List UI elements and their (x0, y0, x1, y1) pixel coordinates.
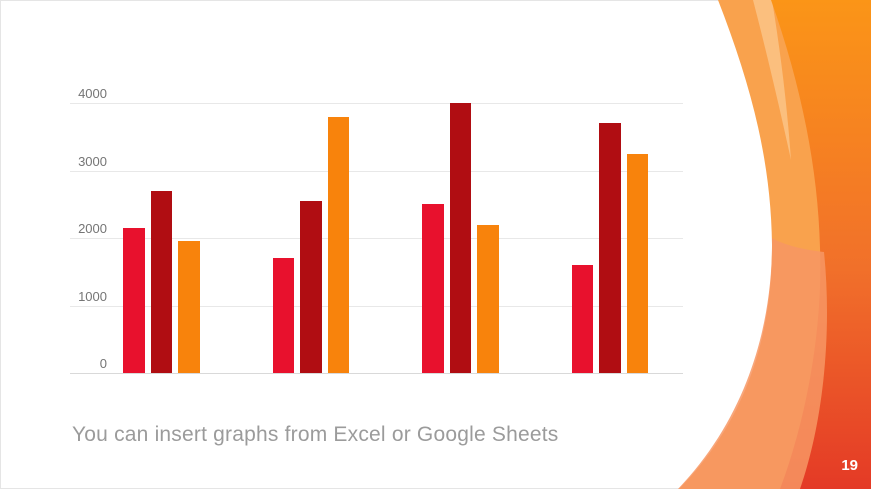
gridline (70, 170, 683, 172)
y-axis-label: 0 (99, 356, 107, 371)
y-axis-label: 4000 (78, 86, 107, 101)
bar-dark-red (449, 103, 471, 373)
gridline (70, 373, 683, 374)
y-axis-label: 2000 (78, 221, 107, 236)
bar-dark-red (150, 190, 172, 373)
page-number: 19 (841, 457, 858, 474)
bar-red (422, 204, 444, 373)
bar-red (123, 227, 145, 373)
bar-orange (327, 116, 349, 373)
gridline (70, 305, 683, 307)
caption-text: You can insert graphs from Excel or Goog… (72, 423, 559, 446)
bar-red (571, 265, 593, 373)
bar-dark-red (300, 200, 322, 373)
bar-orange (178, 241, 200, 373)
bar-red (272, 258, 294, 373)
gridline (70, 238, 683, 239)
bar-orange (477, 224, 499, 373)
bar-orange (626, 153, 648, 373)
bar-dark-red (599, 123, 621, 373)
y-axis-label: 1000 (78, 288, 107, 304)
y-axis-label: 3000 (78, 153, 107, 169)
gridline (70, 103, 683, 104)
